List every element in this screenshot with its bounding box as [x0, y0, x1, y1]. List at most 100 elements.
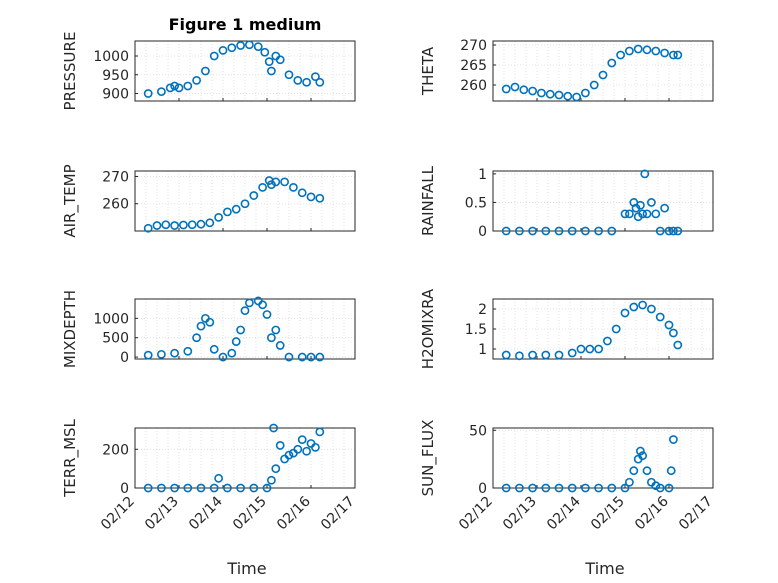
data-point	[629, 302, 639, 312]
data-point	[218, 352, 228, 362]
data-point	[669, 435, 678, 444]
data-point	[673, 50, 683, 60]
data-point	[227, 43, 237, 53]
y-tick-label: 0.5	[465, 195, 487, 211]
y-tick-label: 50	[469, 423, 487, 439]
x-tick-label: 02/15	[588, 494, 628, 534]
data-point	[156, 483, 166, 493]
data-point	[594, 226, 603, 236]
x-axis-label: Time	[226, 559, 266, 578]
data-point	[642, 45, 652, 55]
data-point	[236, 325, 245, 335]
data-point	[633, 44, 643, 54]
data-point	[266, 333, 276, 343]
y-tick-label: 270	[460, 38, 487, 54]
subplot-5: 0 500 1000 MIXDEPTH	[61, 290, 356, 368]
data-point	[607, 58, 617, 68]
x-tick-label: 02/13	[500, 494, 540, 534]
data-point	[236, 41, 245, 50]
data-point	[262, 483, 272, 493]
subplot-8: 0 50 SUN_FLUX 02/12 02/13 02/14 02/15 02/16 02/1…	[419, 420, 716, 578]
data-point	[620, 209, 630, 219]
x-tick-label: 02/17	[676, 494, 716, 534]
data-point	[594, 344, 603, 354]
data-point	[585, 344, 595, 354]
data-point	[640, 169, 650, 179]
data-point	[183, 346, 193, 356]
data-point	[231, 204, 241, 214]
subplot-6: 1 1.5 2 H2OMIXRA	[419, 288, 714, 369]
data-point	[528, 226, 537, 236]
data-point	[669, 328, 678, 338]
data-point	[607, 483, 617, 493]
data-point	[170, 221, 179, 230]
y-tick-label: 260	[460, 78, 487, 94]
data-point	[143, 223, 153, 233]
y-axis-label: MIXDEPTH	[61, 290, 79, 368]
data-point	[249, 191, 259, 200]
data-point	[156, 87, 166, 97]
data-point	[297, 188, 307, 198]
data-point	[664, 320, 674, 330]
data-point	[581, 483, 590, 493]
data-point	[269, 423, 278, 433]
data-point	[275, 341, 285, 350]
data-point	[315, 427, 325, 437]
data-point	[271, 177, 281, 187]
data-point	[545, 89, 555, 99]
y-tick-label: 1000	[93, 311, 129, 327]
data-point	[310, 72, 320, 82]
data-point	[315, 193, 325, 203]
y-tick-label: 270	[102, 169, 129, 185]
data-point	[598, 70, 608, 80]
data-point	[266, 66, 276, 76]
x-tick-label: 02/13	[142, 494, 182, 534]
data-point	[554, 90, 564, 100]
data-point	[673, 226, 683, 236]
data-point	[515, 483, 524, 493]
data-point	[244, 40, 254, 50]
data-point	[589, 80, 599, 90]
x-tick-label: 02/17	[318, 494, 358, 534]
data-point	[183, 81, 193, 91]
data-point	[563, 91, 573, 101]
data-point	[669, 50, 678, 60]
data-point	[143, 350, 153, 360]
axes-frame	[492, 427, 714, 489]
data-point	[651, 46, 661, 56]
data-point	[209, 483, 219, 493]
x-tick-label: 02/12	[98, 494, 138, 534]
data-point	[161, 220, 171, 230]
data-point	[636, 446, 645, 456]
data-point	[554, 350, 564, 360]
data-point	[156, 349, 166, 359]
data-point	[271, 464, 281, 474]
data-point	[638, 300, 647, 310]
data-point	[174, 83, 184, 93]
data-point	[231, 337, 241, 346]
data-point	[638, 209, 647, 219]
data-point	[647, 198, 656, 207]
data-point	[306, 192, 316, 202]
data-point	[620, 483, 630, 493]
data-point	[209, 51, 219, 61]
data-point	[554, 483, 564, 493]
axes-frame	[134, 40, 356, 102]
data-point	[638, 451, 647, 461]
subplot-7: 0 200 TERR_MSL 02/12 02/13 02/14 02/15 02/16 02/…	[61, 418, 358, 578]
data-point	[306, 352, 316, 362]
data-point	[264, 57, 274, 67]
y-tick-label: 265	[460, 58, 487, 74]
data-point	[594, 483, 603, 493]
data-point	[293, 444, 303, 454]
data-point	[266, 180, 276, 190]
y-axis-label: TERR_MSL	[61, 418, 80, 497]
data-point	[515, 226, 524, 236]
data-point	[196, 483, 206, 493]
x-tick-label: 02/12	[456, 494, 496, 534]
data-point	[196, 219, 206, 229]
data-point	[170, 348, 179, 358]
data-point	[275, 441, 285, 450]
data-point	[528, 86, 537, 96]
